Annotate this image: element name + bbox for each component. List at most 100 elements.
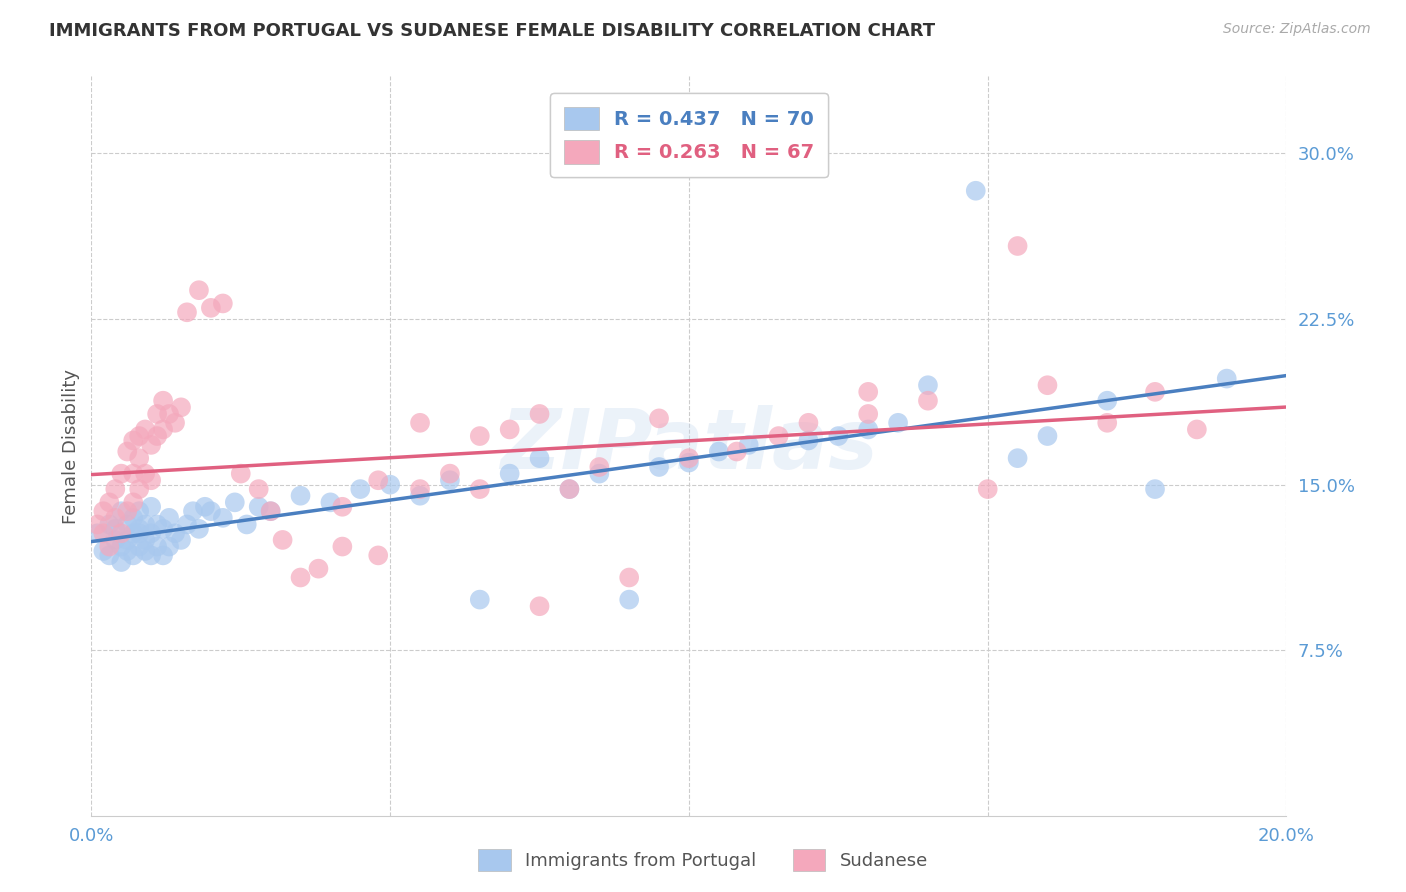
Point — [104, 511, 127, 525]
Point — [409, 482, 432, 496]
Point — [146, 429, 169, 443]
Point — [648, 460, 671, 475]
Point — [468, 482, 491, 496]
Point — [235, 517, 259, 532]
Point — [678, 451, 700, 466]
Point — [152, 422, 174, 436]
Point — [134, 544, 156, 558]
Text: ZIPatlas: ZIPatlas — [501, 406, 877, 486]
Point — [290, 570, 312, 584]
Point — [152, 393, 174, 408]
Point — [152, 549, 174, 563]
Point — [797, 434, 820, 448]
Point — [1097, 393, 1119, 408]
Point — [141, 500, 163, 514]
Point — [1216, 371, 1239, 385]
Point — [110, 504, 132, 518]
Point — [858, 384, 880, 399]
Point — [110, 555, 132, 569]
Point — [122, 467, 145, 481]
Point — [128, 522, 150, 536]
Legend: R = 0.437   N = 70, R = 0.263   N = 67: R = 0.437 N = 70, R = 0.263 N = 67 — [550, 93, 828, 178]
Point — [128, 526, 150, 541]
Point — [965, 184, 987, 198]
Point — [439, 473, 461, 487]
Point — [128, 504, 150, 518]
Point — [558, 482, 581, 496]
Point — [104, 522, 127, 536]
Point — [307, 562, 329, 576]
Point — [200, 504, 222, 518]
Point — [115, 533, 138, 547]
Point — [976, 482, 998, 496]
Point — [188, 283, 211, 297]
Point — [529, 451, 551, 466]
Point — [588, 467, 610, 481]
Point — [367, 549, 389, 563]
Point — [188, 522, 211, 536]
Point — [170, 533, 193, 547]
Point — [157, 540, 180, 554]
Point — [128, 451, 150, 466]
Point — [1144, 482, 1167, 496]
Point — [858, 407, 880, 421]
Point — [319, 495, 342, 509]
Point — [409, 489, 432, 503]
Point — [98, 517, 121, 532]
Point — [157, 511, 180, 525]
Point — [468, 592, 491, 607]
Point — [707, 444, 730, 458]
Point — [104, 482, 127, 496]
Point — [115, 544, 138, 558]
Point — [146, 407, 169, 421]
Point — [468, 429, 491, 443]
Point — [157, 407, 180, 421]
Point — [122, 495, 145, 509]
Point — [380, 477, 402, 491]
Point — [110, 540, 132, 554]
Point — [110, 467, 132, 481]
Point — [128, 429, 150, 443]
Point — [678, 456, 700, 470]
Point — [104, 533, 127, 547]
Point — [797, 416, 820, 430]
Text: Source: ZipAtlas.com: Source: ZipAtlas.com — [1223, 22, 1371, 37]
Point — [1036, 378, 1059, 392]
Point — [332, 540, 354, 554]
Point — [588, 460, 610, 475]
Point — [917, 378, 939, 392]
Point — [163, 526, 186, 541]
Point — [1007, 451, 1029, 466]
Point — [98, 549, 121, 563]
Point — [1144, 384, 1167, 399]
Point — [827, 429, 849, 443]
Y-axis label: Female Disability: Female Disability — [62, 368, 80, 524]
Point — [134, 517, 156, 532]
Point — [211, 296, 233, 310]
Point — [290, 489, 312, 503]
Point — [247, 482, 270, 496]
Point — [259, 504, 281, 518]
Point — [141, 438, 163, 452]
Point — [152, 522, 174, 536]
Point — [134, 422, 156, 436]
Point — [529, 599, 551, 614]
Point — [181, 504, 204, 518]
Point — [558, 482, 581, 496]
Point — [332, 500, 354, 514]
Point — [725, 444, 748, 458]
Point — [115, 504, 138, 518]
Point — [163, 416, 186, 430]
Point — [93, 526, 115, 541]
Point — [200, 301, 222, 315]
Point — [1036, 429, 1059, 443]
Text: IMMIGRANTS FROM PORTUGAL VS SUDANESE FEMALE DISABILITY CORRELATION CHART: IMMIGRANTS FROM PORTUGAL VS SUDANESE FEM… — [49, 22, 935, 40]
Point — [115, 517, 138, 532]
Point — [134, 533, 156, 547]
Point — [211, 511, 233, 525]
Point — [122, 526, 145, 541]
Point — [259, 504, 281, 518]
Point — [858, 422, 880, 436]
Point — [499, 422, 522, 436]
Point — [93, 504, 115, 518]
